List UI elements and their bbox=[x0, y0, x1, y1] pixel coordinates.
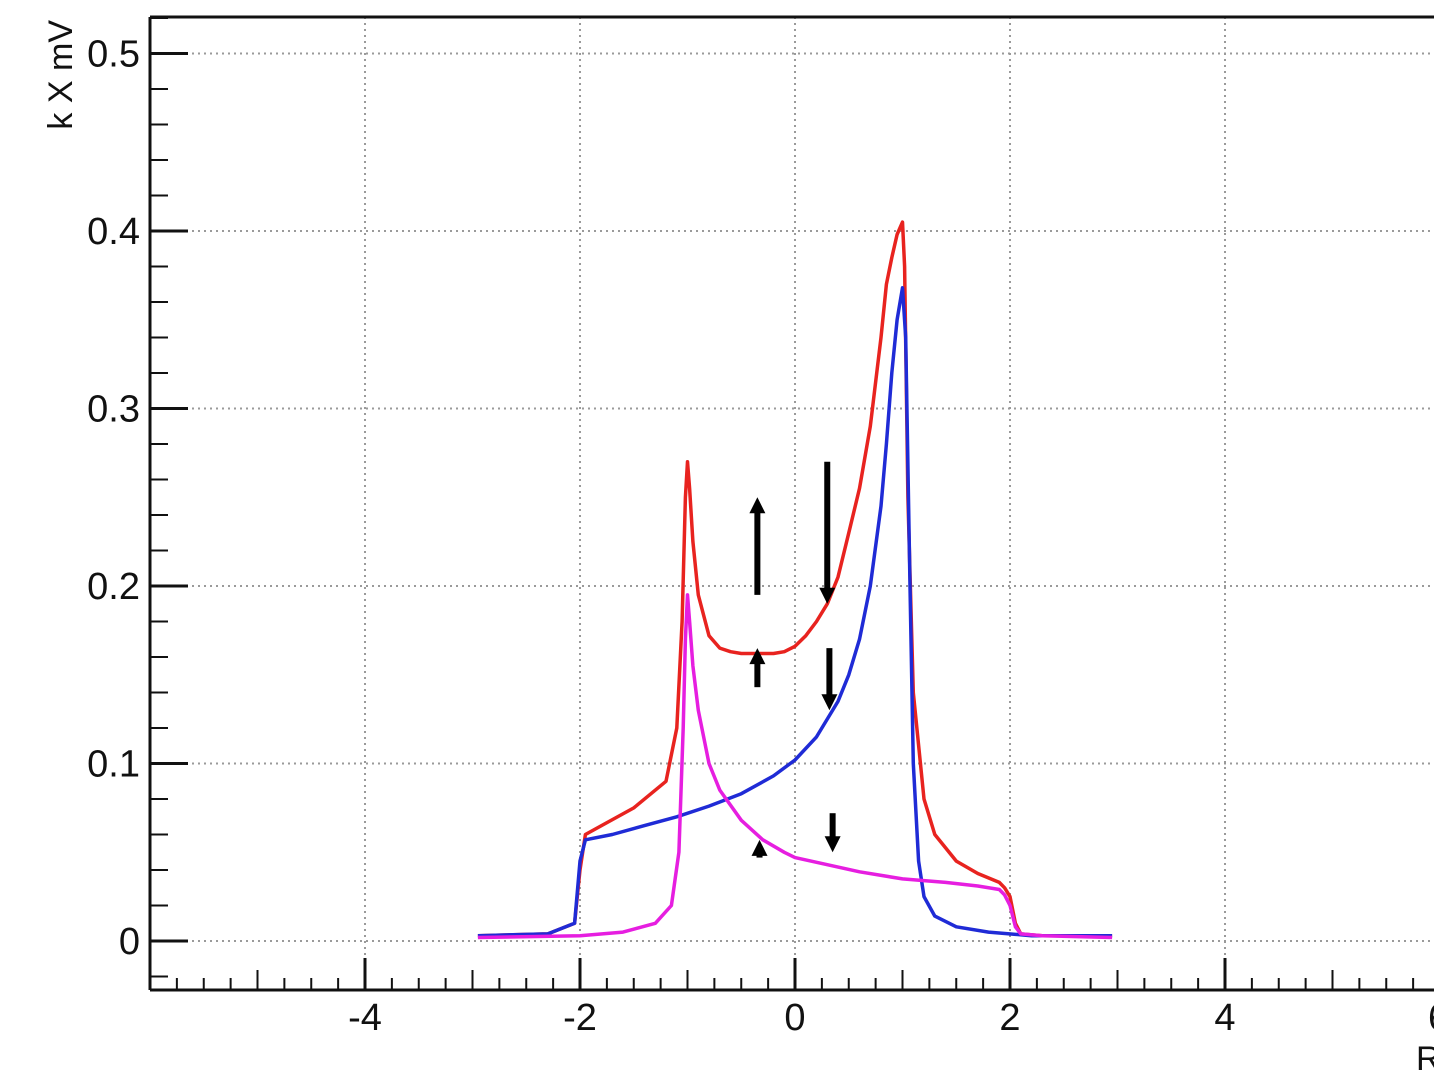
arrow-head bbox=[749, 497, 766, 514]
y-tick-label: 0.4 bbox=[87, 211, 140, 253]
x-tick-label: 2 bbox=[999, 997, 1020, 1039]
arrow-head bbox=[819, 587, 836, 604]
x-tick-label: -4 bbox=[348, 997, 382, 1039]
y-tick-label: 0.1 bbox=[87, 744, 140, 786]
annotation-arrow bbox=[821, 648, 838, 711]
annotation-arrow bbox=[749, 497, 766, 595]
annotation-arrow bbox=[824, 813, 841, 853]
annotation-arrow bbox=[749, 648, 766, 688]
axis-ticks bbox=[148, 17, 1415, 990]
y-tick-label: 0.2 bbox=[87, 566, 140, 608]
arrow-head bbox=[824, 836, 841, 853]
plot-frame bbox=[148, 15, 1434, 992]
plot-area bbox=[477, 220, 1113, 940]
y-tick-label: 0.5 bbox=[87, 34, 140, 76]
grid bbox=[150, 17, 1434, 990]
series-line-red bbox=[477, 220, 1113, 938]
annotation-arrow bbox=[819, 461, 836, 604]
annotation-arrow bbox=[751, 839, 768, 858]
x-tick-label: 6 bbox=[1428, 997, 1434, 1039]
arrow-head bbox=[749, 648, 766, 665]
annotations bbox=[749, 461, 841, 858]
x-tick-label: 4 bbox=[1214, 997, 1235, 1039]
x-axis-title: R bbox=[1416, 1040, 1434, 1077]
y-tick-label: 0 bbox=[119, 921, 140, 963]
arrow-head bbox=[751, 839, 768, 856]
y-tick-label: 0.3 bbox=[87, 389, 140, 431]
series-line-blue bbox=[477, 286, 1113, 938]
y-axis-title: k X mV bbox=[42, 20, 80, 130]
arrow-head bbox=[821, 694, 838, 711]
series-line-magenta bbox=[477, 593, 1113, 940]
x-tick-label: -2 bbox=[563, 997, 597, 1039]
tick-labels: -4 -2 0 2 4 6 0 0.1 0.2 0.3 0.4 0.5 bbox=[87, 34, 1434, 1040]
x-tick-label: 0 bbox=[784, 997, 805, 1039]
